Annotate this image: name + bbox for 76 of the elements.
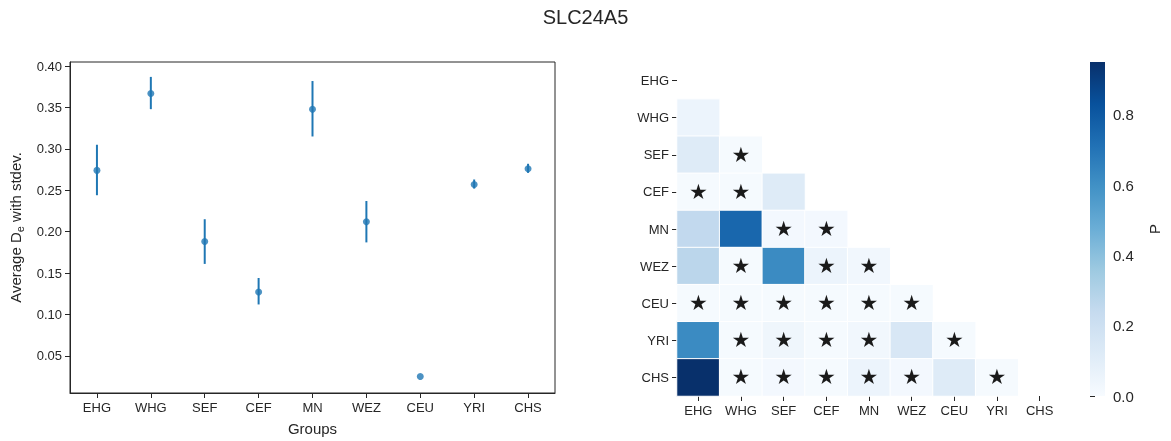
y-axis-title: Average De with stdev.: [7, 152, 26, 303]
y-tick-label: EHG: [640, 73, 669, 89]
color-bar-label: 0.4: [1113, 246, 1134, 264]
y-tick-label: YRI: [647, 332, 669, 348]
x-tick-label: CEF: [245, 400, 272, 415]
data-label: ★: [731, 365, 751, 390]
y-tick-label: CHS: [641, 369, 670, 385]
data-label: ★: [816, 254, 836, 279]
data-label: ★: [987, 365, 1007, 390]
data-label: ★: [859, 291, 879, 316]
y-tick-label: 0.30: [36, 141, 62, 157]
x-tick-label: CEU: [940, 403, 969, 418]
point: [201, 238, 209, 246]
y-tick-label: 0.25: [36, 182, 62, 198]
data-label: ★: [731, 328, 751, 353]
x-tick-label: WEZ: [897, 403, 927, 418]
y-tick-label: SEF: [643, 147, 670, 163]
color-bar-label: 0.2: [1113, 317, 1134, 335]
data-label: ★: [902, 291, 922, 316]
y-tick-label: 0.05: [36, 348, 62, 364]
point: [147, 89, 155, 97]
x-tick-label: EHG: [684, 403, 713, 418]
x-tick-label: YRI: [463, 400, 485, 415]
x-tick-label: SEF: [192, 400, 218, 415]
x-axis-title: Groups: [287, 420, 338, 437]
y-tick-label: MN: [648, 221, 669, 237]
data-label: ★: [816, 291, 836, 316]
x-tick-label: CHS: [514, 400, 543, 415]
x-tick-label: MN: [858, 403, 880, 418]
point: [416, 372, 424, 380]
y-tick-label: 0.20: [36, 224, 62, 240]
data-label: ★: [731, 179, 751, 204]
data-label: ★: [859, 254, 879, 279]
y-tick-label: WEZ: [640, 258, 670, 274]
x-tick-label: WHG: [134, 400, 167, 415]
data-label: ★: [859, 328, 879, 353]
x-tick-label: WHG: [725, 403, 757, 418]
data-label: ★: [731, 254, 751, 279]
data-label: ★: [816, 217, 836, 241]
data-label: ★: [859, 365, 879, 390]
x-tick-label: EHG: [82, 400, 112, 415]
data-label: ★: [774, 328, 794, 353]
y-tick-label: 0.10: [36, 306, 62, 322]
data-label: ★: [774, 217, 794, 241]
y-tick-label: 0.15: [36, 265, 62, 281]
y-tick-label: CEU: [641, 295, 669, 311]
color-bar-label: 0.0: [1113, 387, 1134, 405]
data-label: ★: [774, 291, 794, 316]
y-tick-label: CEF: [643, 184, 670, 200]
data-label: ★: [688, 291, 708, 316]
point: [255, 288, 263, 296]
x-tick-label: YRI: [986, 403, 1008, 418]
color-bar-label: 0.6: [1113, 176, 1134, 194]
y-tick-label: WHG: [637, 110, 669, 126]
color-bar-label: 0.8: [1113, 106, 1134, 124]
data-label: ★: [688, 179, 708, 204]
data-label: ★: [902, 365, 922, 390]
y-tick-label: 0.40: [36, 58, 62, 74]
data-label: ★: [944, 328, 964, 353]
data-label: ★: [731, 142, 751, 167]
x-tick-label: CEU: [406, 400, 434, 415]
data-label: ★: [774, 365, 794, 390]
data-label: ★: [816, 328, 836, 353]
data-label: ★: [731, 291, 751, 316]
data-label: ★: [816, 365, 836, 390]
x-tick-label: WEZ: [351, 400, 381, 415]
color-bar-title: P: [1146, 223, 1163, 235]
x-tick-label: MN: [302, 400, 323, 415]
y-tick-label: 0.35: [36, 100, 62, 116]
point: [362, 218, 370, 226]
point: [309, 105, 316, 113]
x-tick-label: SEF: [771, 403, 797, 418]
x-tick-label: CEF: [813, 403, 840, 418]
chart-title: SLC24A5: [541, 6, 630, 29]
x-tick-label: CHS: [1025, 403, 1054, 418]
point: [93, 166, 101, 174]
